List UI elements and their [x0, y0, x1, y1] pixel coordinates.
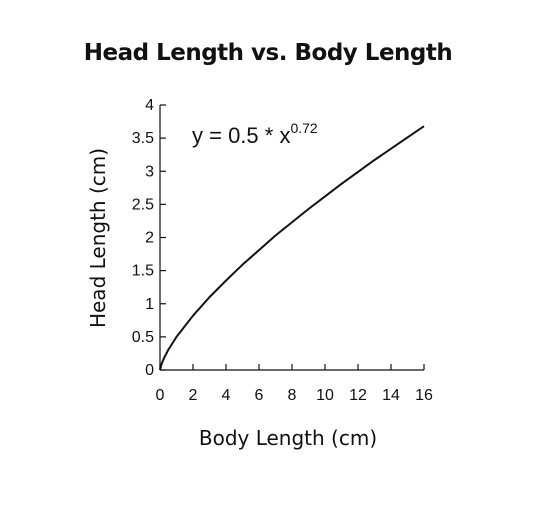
y-axis: 0 0.5 1 1.5 2 2.5 3 3.5 4 [132, 97, 166, 379]
y-axis-title: Head Length (cm) [86, 148, 110, 328]
y-tick-label: 1 [145, 296, 154, 313]
x-tick-label: 0 [156, 387, 165, 404]
x-tick-label: 16 [415, 387, 433, 404]
y-tick-label: 3.5 [132, 130, 154, 147]
y-tick-label: 4 [145, 97, 154, 114]
x-tick-label: 8 [288, 387, 297, 404]
x-tick-label: 10 [316, 387, 334, 404]
chart-title: Head Length vs. Body Length [84, 40, 453, 66]
x-tick-label: 14 [382, 387, 400, 404]
series-group [159, 125, 425, 371]
x-tick-label: 6 [255, 387, 264, 404]
series-line-0 [159, 125, 425, 371]
y-tick-label: 3 [145, 163, 154, 180]
y-tick-label: 2.5 [132, 196, 154, 213]
x-tick-label: 12 [349, 387, 367, 404]
x-axis: 0 2 4 6 8 10 12 14 16 [156, 364, 433, 404]
equation-base: y = 0.5 * x [192, 123, 290, 148]
x-tick-label: 2 [189, 387, 198, 404]
y-tick-label: 0.5 [132, 329, 154, 346]
equation-annotation: y = 0.5 * x0.72 [192, 120, 318, 148]
equation-exponent: 0.72 [290, 120, 317, 136]
y-tick-label: 0 [145, 362, 154, 379]
x-axis-title: Body Length (cm) [199, 426, 377, 450]
y-tick-label: 1.5 [132, 263, 154, 280]
x-tick-label: 4 [222, 387, 231, 404]
y-tick-label: 2 [145, 230, 154, 247]
